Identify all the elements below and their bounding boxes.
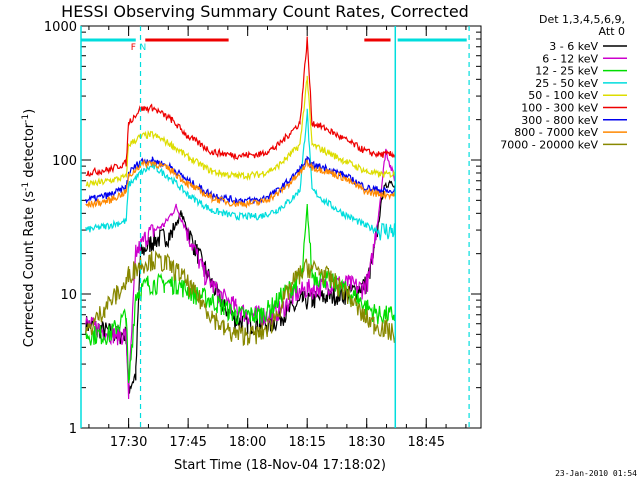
x-tick-label: 17:45 xyxy=(169,435,206,450)
plot-area: 1 10 100 1000 17:30 17:45 18:00 18:15 18:30 18:45… xyxy=(44,20,482,450)
legend-entry-label: 25 - 50 keV xyxy=(535,77,598,90)
y-axis-label-mid: detector xyxy=(22,122,37,182)
chart-title: HESSI Observing Summary Count Rates, Cor… xyxy=(61,2,469,21)
footer-date: 23-Jan-2010 01:54 xyxy=(555,469,637,478)
legend-entry-label: 100 - 300 keV xyxy=(521,102,598,115)
y-tick-label: 10 xyxy=(60,288,77,303)
y-axis-label-end: ) xyxy=(22,109,37,114)
series-line xyxy=(85,75,396,188)
legend-entry-label: 7000 - 20000 keV xyxy=(500,138,598,151)
series-line xyxy=(85,148,396,400)
y-axis-label: Corrected Count Rate (s-1 detector-1) xyxy=(21,109,37,347)
y-axis-label-main: Corrected Count Rate (s xyxy=(22,191,37,348)
legend-header-line2: Att 0 xyxy=(599,25,625,38)
legend-entry-label: 6 - 12 keV xyxy=(542,52,598,65)
series-line xyxy=(85,108,396,241)
flag-label: F xyxy=(131,43,136,53)
x-axis-label: Start Time (18-Nov-04 17:18:02) xyxy=(174,458,386,473)
flag-label: N xyxy=(140,43,147,53)
y-tick-label: 1000 xyxy=(44,20,77,35)
x-tick-label: 18:45 xyxy=(408,435,445,450)
legend-entry-label: 800 - 7000 keV xyxy=(514,126,598,139)
y-tick-label: 1 xyxy=(69,422,77,437)
y-axis-label-sup1: -1 xyxy=(21,182,31,191)
series-line xyxy=(85,155,396,205)
x-tick-label: 18:30 xyxy=(348,435,385,450)
y-axis-label-sup2: -1 xyxy=(21,114,31,123)
x-tick-label: 18:15 xyxy=(288,435,325,450)
x-tick-label: 17:30 xyxy=(110,435,147,450)
legend-header-line1: Det 1,3,4,5,6,9, xyxy=(539,13,625,26)
series-line xyxy=(85,158,396,209)
series-line xyxy=(85,36,396,177)
series-line xyxy=(85,250,396,347)
legend-entry-label: 50 - 100 keV xyxy=(528,89,598,102)
series-line xyxy=(85,203,396,384)
legend-entry-label: 3 - 6 keV xyxy=(549,40,598,53)
x-tick-label: 18:00 xyxy=(229,435,266,450)
legend-entry-label: 12 - 25 keV xyxy=(535,65,598,78)
y-tick-label: 100 xyxy=(52,154,77,169)
legend-entry-label: 300 - 800 keV xyxy=(521,114,598,127)
series-line xyxy=(85,179,396,394)
